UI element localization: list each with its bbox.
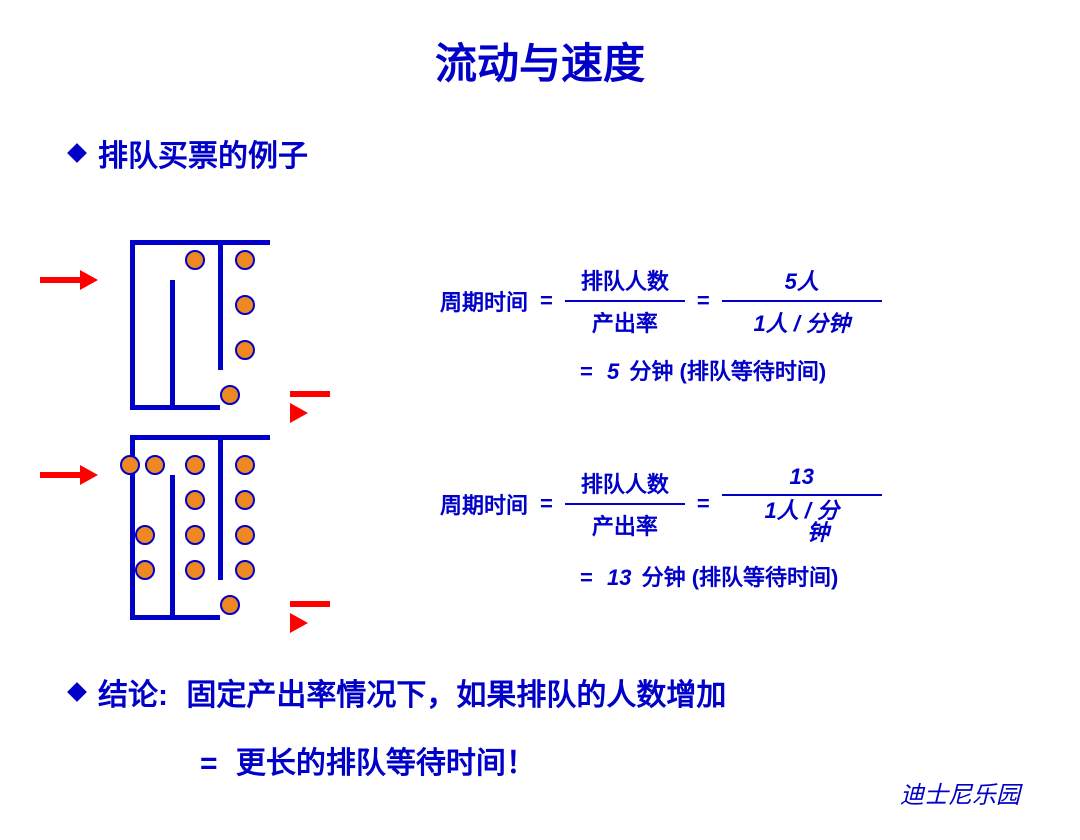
person-dot-icon: [120, 455, 140, 475]
fraction-generic: 排队人数 产出率: [565, 260, 685, 342]
person-dot-icon: [220, 385, 240, 405]
person-dot-icon: [235, 455, 255, 475]
diamond-bullet-icon: [67, 682, 87, 702]
result-2: = 13 分钟 (排队等待时间): [580, 560, 882, 592]
person-dot-icon: [235, 295, 255, 315]
result-1: = 5 分钟 (排队等待时间): [580, 354, 882, 386]
arrow-out-icon: [290, 385, 330, 423]
fraction-generic: 排队人数 产出率: [565, 463, 685, 545]
conclusion-block: 结论: 固定产出率情况下，如果排队的人数增加 = 更长的排队等待时间！: [70, 670, 726, 782]
fraction-value-1: 5人 1人 / 分钟: [722, 260, 882, 342]
person-dot-icon: [185, 455, 205, 475]
equals-sign: =: [697, 491, 710, 517]
conclusion-line2: = 更长的排队等待时间！: [200, 738, 726, 782]
diamond-bullet-icon: [67, 143, 87, 163]
footnote: 迪士尼乐园: [900, 775, 1020, 810]
cycle-time-label: 周期时间: [440, 285, 528, 317]
queue-diagram-1: [100, 240, 300, 420]
bullet-text: 排队买票的例子: [98, 131, 308, 175]
person-dot-icon: [235, 490, 255, 510]
bullet-example: 排队买票的例子: [70, 131, 1080, 175]
arrow-in-icon: [40, 270, 98, 290]
fraction-value-2: 13 1人 / 分 钟: [722, 460, 882, 548]
arrow-in-icon: [40, 465, 98, 485]
equals-sign: =: [540, 491, 553, 517]
person-dot-icon: [220, 595, 240, 615]
formula-2: 周期时间 = 排队人数 产出率 = 13 1人 / 分 钟 = 13 分钟 (排…: [440, 460, 882, 592]
equals-sign: =: [540, 288, 553, 314]
slide-title: 流动与速度: [0, 30, 1080, 91]
person-dot-icon: [235, 340, 255, 360]
person-dot-icon: [185, 560, 205, 580]
person-dot-icon: [235, 560, 255, 580]
cycle-time-label: 周期时间: [440, 488, 528, 520]
person-dot-icon: [135, 525, 155, 545]
queue-diagram-2: [100, 435, 300, 630]
conclusion-label: 结论:: [98, 679, 168, 712]
arrow-out-icon: [290, 595, 330, 633]
person-dot-icon: [135, 560, 155, 580]
person-dot-icon: [235, 250, 255, 270]
person-dot-icon: [185, 525, 205, 545]
person-dot-icon: [145, 455, 165, 475]
equals-sign: =: [697, 288, 710, 314]
person-dot-icon: [235, 525, 255, 545]
conclusion-text: 固定产出率情况下，如果排队的人数增加: [186, 679, 726, 712]
formula-1: 周期时间 = 排队人数 产出率 = 5人 1人 / 分钟 = 5 分钟 (排队等…: [440, 260, 882, 386]
person-dot-icon: [185, 250, 205, 270]
person-dot-icon: [185, 490, 205, 510]
